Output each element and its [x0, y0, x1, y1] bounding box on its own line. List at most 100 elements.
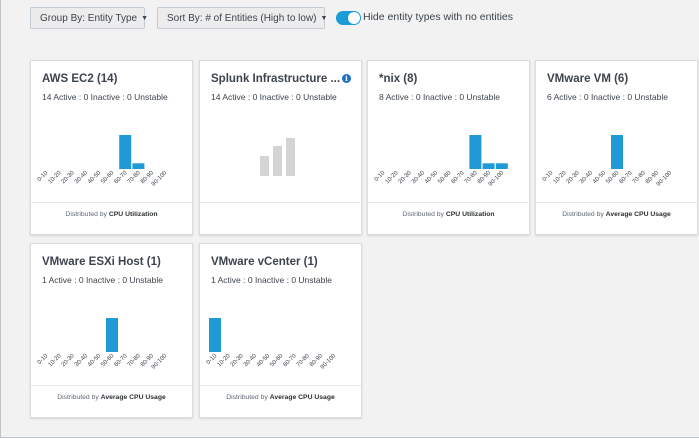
bucket-tick-label: 20-30 [61, 170, 77, 186]
hide-empty-toggle-label: Hide entity types with no entities [363, 11, 513, 23]
card-status-counts: 14 Active : 0 Inactive : 0 Unstable [42, 92, 168, 102]
bucket-tick-label: 20-30 [61, 353, 77, 369]
cpu-distribution-chart: 0-1010-2020-3030-4040-5050-6060-7070-808… [37, 318, 169, 371]
histogram-bar[interactable] [119, 135, 132, 169]
cpu-distribution-chart: 0-1010-2020-3030-4040-5050-6060-7070-808… [374, 135, 508, 188]
card-status-counts: 8 Active : 0 Inactive : 0 Unstable [379, 92, 500, 102]
group-by-dropdown[interactable]: Group By: Entity Type ▼ [30, 7, 149, 29]
distribution-metric: CPU Utilization [445, 211, 495, 218]
distributed-by-label: Distributed by [562, 211, 604, 218]
bucket-tick-label: 40-50 [87, 353, 103, 369]
bucket-tick-label: 10-20 [385, 170, 401, 186]
card-divider [536, 202, 697, 203]
histogram-bar[interactable] [209, 318, 221, 352]
card-footer: Distributed by CPU Utilization [368, 211, 529, 218]
histogram-bar[interactable] [106, 318, 118, 352]
entity-type-card[interactable]: VMware ESXi Host (1) 1 Active : 0 Inactiv… [30, 243, 193, 418]
toggle-knob [348, 12, 360, 24]
bucket-tick-label: 90-100 [151, 353, 169, 371]
cpu-distribution-chart: 0-1010-2020-3030-4040-5050-6060-7070-808… [542, 135, 674, 188]
distributed-by-label: Distributed by [226, 394, 268, 401]
bucket-tick-label: 60-70 [283, 353, 299, 369]
card-divider [200, 202, 361, 203]
distribution-metric: Average CPU Usage [605, 211, 671, 218]
bucket-tick-label: 70-80 [464, 170, 480, 186]
card-footer: Distributed by Average CPU Usage [200, 394, 361, 401]
entity-type-card[interactable]: Splunk Infrastructure ... i 14 Active : 0 … [199, 60, 362, 235]
distributed-by-label: Distributed by [402, 211, 444, 218]
bucket-tick-label: 50-60 [605, 170, 621, 186]
bucket-tick-label: 90-100 [151, 170, 169, 188]
bucket-tick-label: 70-80 [296, 353, 312, 369]
distribution-metric: Average CPU Usage [100, 394, 166, 401]
bucket-tick-label: 90-100 [320, 353, 338, 371]
card-status-counts: 1 Active : 0 Inactive : 0 Unstable [42, 275, 163, 285]
bucket-tick-label: 20-30 [230, 353, 246, 369]
panel-left-border [0, 0, 1, 438]
empty-chart-icon [260, 138, 295, 176]
bucket-tick-label: 10-20 [48, 170, 64, 186]
entity-type-card[interactable]: VMware VM (6) 6 Active : 0 Inactive : 0 U… [535, 60, 698, 235]
bucket-tick-label: 40-50 [87, 170, 103, 186]
sort-by-label: Sort By: # of Entities (High to low) [167, 12, 317, 24]
card-title: VMware vCenter (1) [211, 256, 318, 268]
card-footer: Distributed by Average CPU Usage [31, 394, 192, 401]
card-footer: Distributed by Average CPU Usage [536, 211, 697, 218]
cpu-distribution-chart: 0-1010-2020-3030-4040-5050-6060-7070-808… [206, 318, 338, 371]
card-title: Splunk Infrastructure ... [211, 73, 341, 85]
bucket-tick-label: 30-40 [411, 170, 427, 186]
bucket-tick-label: 60-70 [451, 170, 467, 186]
cpu-distribution-chart: 0-1010-2020-3030-4040-5050-6060-7070-808… [37, 135, 169, 188]
histogram-bar[interactable] [482, 163, 495, 169]
histogram-bar[interactable] [132, 163, 145, 169]
entity-type-card[interactable]: VMware vCenter (1) 1 Active : 0 Inactive … [199, 243, 362, 418]
info-icon[interactable]: i [342, 74, 351, 83]
card-title: AWS EC2 (14) [42, 73, 118, 85]
bucket-tick-label: 30-40 [74, 353, 90, 369]
card-divider [200, 385, 361, 386]
bucket-tick-label: 30-40 [243, 353, 259, 369]
bucket-tick-label: 90-100 [488, 170, 506, 188]
bucket-tick-label: 40-50 [424, 170, 440, 186]
histogram-bar[interactable] [611, 135, 623, 169]
bucket-tick-label: 50-60 [100, 353, 116, 369]
distribution-metric: CPU Utilization [108, 211, 158, 218]
bucket-tick-label: 40-50 [592, 170, 608, 186]
bucket-tick-label: 50-60 [269, 353, 285, 369]
bucket-tick-label: 60-70 [114, 170, 130, 186]
bucket-tick-label: 30-40 [579, 170, 595, 186]
card-title: VMware VM (6) [547, 73, 629, 85]
card-divider [368, 202, 529, 203]
chart-placeholder [260, 138, 295, 176]
distributed-by-label: Distributed by [57, 394, 99, 401]
bucket-tick-label: 30-40 [74, 170, 90, 186]
card-status-counts: 14 Active : 0 Inactive : 0 Unstable [211, 92, 337, 102]
bucket-tick-label: 70-80 [127, 353, 143, 369]
card-divider [31, 385, 192, 386]
bucket-tick-label: 20-30 [398, 170, 414, 186]
card-footer: Distributed by CPU Utilization [31, 211, 192, 218]
bucket-tick-label: 70-80 [127, 170, 143, 186]
entity-type-card[interactable]: *nix (8) 8 Active : 0 Inactive : 0 Unstab… [367, 60, 530, 235]
bucket-tick-label: 60-70 [619, 170, 635, 186]
card-divider [31, 202, 192, 203]
card-title: *nix (8) [379, 73, 418, 85]
histogram-bar[interactable] [469, 135, 482, 169]
bucket-tick-label: 40-50 [256, 353, 272, 369]
bucket-tick-label: 70-80 [632, 170, 648, 186]
entity-type-card[interactable]: AWS EC2 (14) 14 Active : 0 Inactive : 0 U… [30, 60, 193, 235]
distribution-metric: Average CPU Usage [269, 394, 335, 401]
bucket-tick-label: 60-70 [114, 353, 130, 369]
card-status-counts: 1 Active : 0 Inactive : 0 Unstable [211, 275, 332, 285]
card-title: VMware ESXi Host (1) [42, 256, 161, 268]
distributed-by-label: Distributed by [65, 211, 107, 218]
sort-by-dropdown[interactable]: Sort By: # of Entities (High to low) ▼ [157, 7, 327, 29]
bucket-tick-label: 10-20 [48, 353, 64, 369]
bucket-tick-label: 20-30 [566, 170, 582, 186]
group-by-label: Group By: Entity Type [40, 12, 138, 24]
bucket-tick-label: 50-60 [100, 170, 116, 186]
hide-empty-toggle[interactable] [336, 11, 361, 25]
histogram-bar[interactable] [495, 163, 508, 169]
caret-down-icon: ▼ [141, 14, 149, 22]
card-status-counts: 6 Active : 0 Inactive : 0 Unstable [547, 92, 668, 102]
